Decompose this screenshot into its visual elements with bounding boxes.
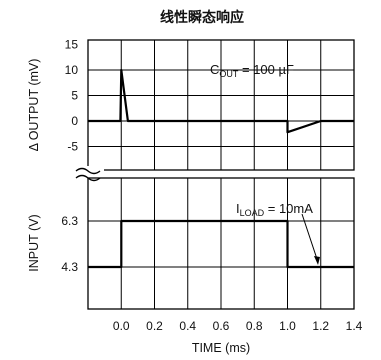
upper-y-tick-label: 0 [71, 114, 78, 128]
upper-grid [88, 40, 355, 170]
output-trace [88, 68, 354, 134]
x-axis-label: TIME (ms) [192, 341, 250, 355]
upper-y-tick-labels: 15 10 5 0 -5 [65, 38, 79, 154]
x-tick-label: 0.6 [213, 319, 230, 333]
x-tick-label: 0.8 [246, 319, 263, 333]
axis-break-mark [74, 166, 104, 182]
x-tick-label: 0.2 [146, 319, 163, 333]
x-tick-labels: 0.0 0.2 0.4 0.6 0.8 1.0 1.2 1.4 [113, 319, 363, 333]
x-tick-label: 1.0 [279, 319, 296, 333]
chart-title: 线性瞬态响应 [160, 9, 244, 26]
x-tick-label: 1.2 [312, 319, 329, 333]
lower-grid [88, 178, 355, 309]
x-tick-label: 1.4 [346, 319, 363, 333]
x-tick-label: 0.4 [179, 319, 196, 333]
lower-y-axis-label: INPUT (V) [27, 214, 41, 271]
lower-y-tick-labels: 6.3 4.3 [61, 214, 78, 274]
upper-y-axis-label: Δ OUTPUT (mV) [27, 59, 41, 152]
annotation-leader-line [301, 213, 319, 263]
input-trace [88, 219, 354, 269]
annotation-arrowhead [314, 256, 320, 265]
upper-y-tick-label: 15 [65, 38, 79, 52]
x-tick-label: 0.0 [113, 319, 130, 333]
lower-y-tick-label: 4.3 [61, 260, 78, 274]
upper-y-tick-label: 5 [71, 89, 78, 103]
lower-annotation: ILOAD = 10mA [236, 201, 313, 218]
upper-y-tick-label: -5 [67, 140, 78, 154]
lower-y-tick-label: 6.3 [61, 214, 78, 228]
upper-y-tick-label: 10 [65, 63, 79, 77]
upper-annotation: COUT = 100 µF [210, 62, 294, 79]
